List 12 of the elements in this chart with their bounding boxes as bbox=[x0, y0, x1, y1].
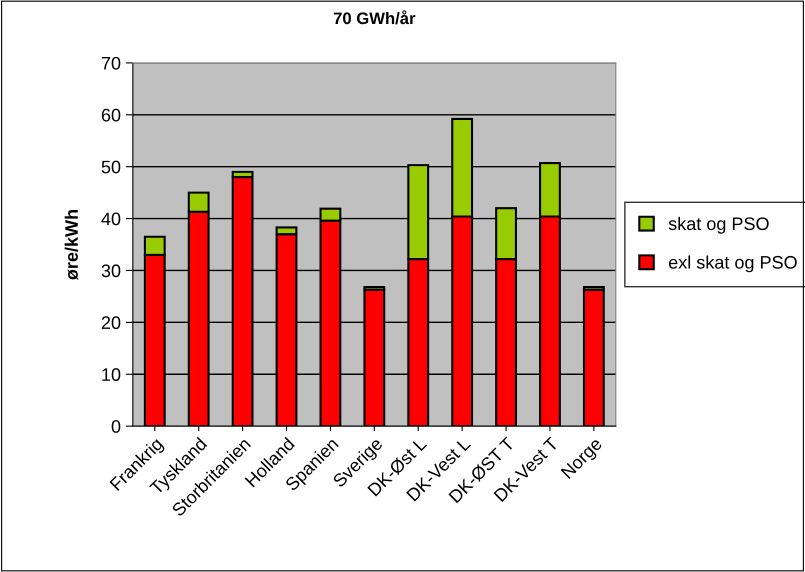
y-tick-label: 0 bbox=[112, 420, 120, 433]
legend-label: exl skat og PSO bbox=[668, 255, 797, 272]
chart-title: 70 GWh/år bbox=[334, 10, 416, 24]
y-tick-label: 40 bbox=[101, 212, 120, 226]
y-tick-label: 70 bbox=[102, 56, 120, 70]
legend-label: skat og PSO bbox=[668, 216, 769, 234]
y-tick-label: 10 bbox=[102, 368, 120, 381]
y-tick-label: 50 bbox=[102, 160, 120, 174]
y-tick-label: 30 bbox=[102, 264, 120, 278]
y-tick-label: 20 bbox=[102, 316, 120, 330]
y-tick-label: 60 bbox=[102, 108, 120, 122]
y-axis-title: øre/kWh bbox=[64, 210, 78, 280]
